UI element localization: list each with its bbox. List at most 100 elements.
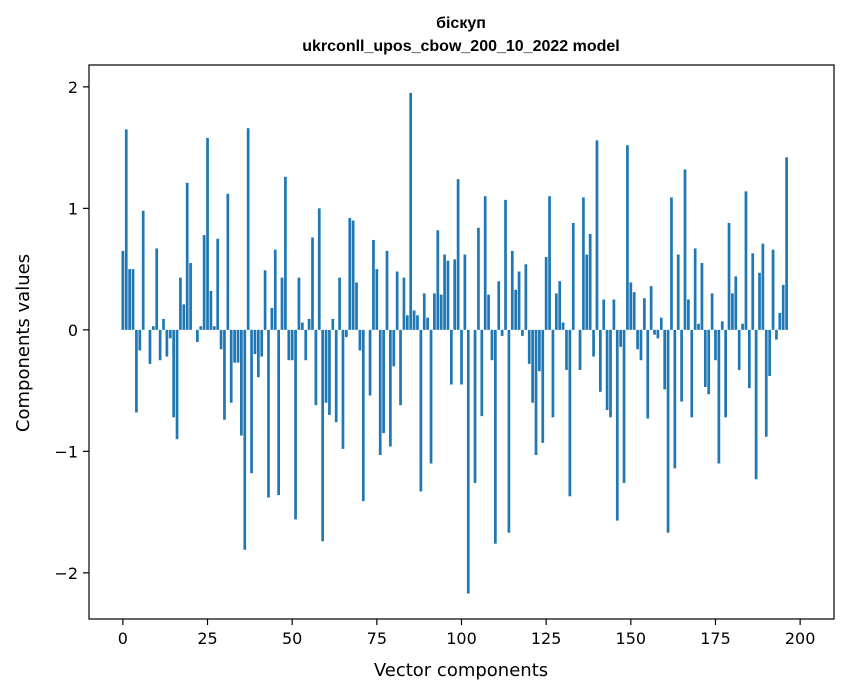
bar [524,264,528,330]
bar [659,317,663,330]
bar [158,329,162,361]
bar [477,227,480,330]
x-axis-ticks: 0 25 50 75 100 125 150 175 200 [118,619,816,648]
bar [243,329,247,550]
bar [571,222,575,330]
bar [307,318,311,330]
bar [697,323,700,330]
x-axis-label: Vector components [374,660,548,681]
bar [517,271,521,330]
bar [433,293,436,330]
bar [436,230,440,330]
bar [267,329,270,498]
bar [212,326,216,330]
bar [646,329,650,419]
bar [185,182,189,330]
bar [402,277,406,330]
bar [666,329,670,533]
x-tick-label: 200 [785,629,816,648]
bar [345,329,348,338]
bar [348,218,352,330]
bar [409,92,413,330]
bar [500,329,504,336]
bar [456,179,460,330]
bar [321,329,325,542]
bar [202,235,206,330]
bar [280,277,284,330]
bar [460,329,463,385]
bar [727,222,731,330]
x-tick-label: 100 [446,629,477,648]
bar [416,315,419,330]
bar [240,329,243,436]
bar [724,329,727,418]
bar [639,329,643,361]
bar [256,329,260,378]
bar [148,329,152,364]
bar [527,329,531,364]
bar [375,269,379,330]
bar [199,326,203,330]
bar [189,263,192,330]
bar [561,322,565,330]
bar [565,329,568,370]
bar [419,329,423,492]
bar [382,329,385,434]
bar [284,176,287,330]
bar [311,237,314,330]
bar [372,239,375,330]
bar [196,329,199,342]
bar [578,329,582,370]
chart-title: біскуп [436,15,486,32]
bar [429,329,433,464]
bar [507,329,511,533]
bar [741,323,744,330]
bar [389,329,392,447]
bar [703,329,707,387]
bar [592,329,595,357]
bar [304,329,308,361]
bar [751,253,755,330]
bar [700,263,704,330]
bar [744,191,748,330]
bar [121,250,125,330]
bar [236,329,240,363]
bar [504,199,507,330]
x-tick-label: 75 [367,629,387,648]
bar [439,294,443,330]
bar [355,282,358,330]
bar [128,269,131,330]
bar [768,329,772,377]
x-tick-label: 175 [700,629,731,648]
bar [693,248,697,330]
bar [670,197,673,330]
bar [548,196,551,330]
y-axis-label: Components values [13,254,34,432]
bar [687,299,690,330]
bar [165,329,169,357]
x-tick-label: 50 [282,629,302,648]
bar [761,243,765,330]
bar [287,329,291,361]
bar [551,329,555,418]
bar [351,220,355,330]
bar [426,317,429,330]
y-tick-label: −1 [54,442,78,461]
bar [663,329,667,390]
bar [632,292,636,330]
bar [710,293,714,330]
bar [690,329,694,418]
bar [595,140,599,330]
bar [541,329,545,443]
bar [324,329,328,403]
bar [653,329,656,335]
bar [219,329,223,350]
bar [358,329,362,351]
bar [412,310,416,330]
bar [737,329,741,370]
bar [598,329,602,392]
bar [226,193,230,330]
bar [294,329,297,520]
bar [392,329,396,367]
bar [490,329,494,361]
